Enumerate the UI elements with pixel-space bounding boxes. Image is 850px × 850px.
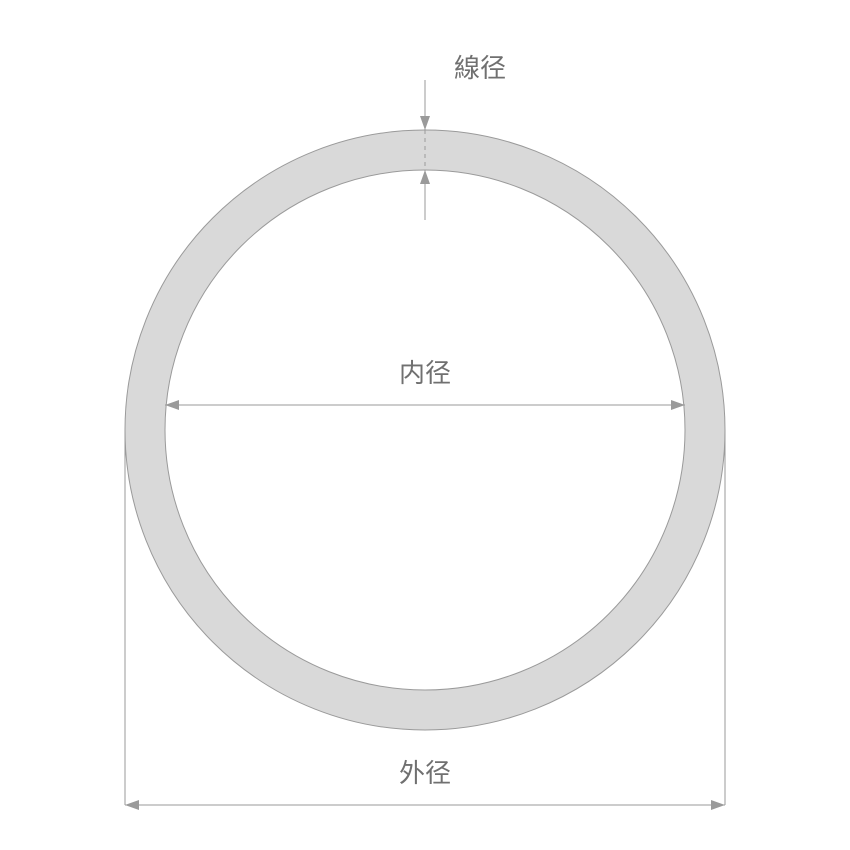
outer-diameter-dimension: [125, 800, 725, 810]
ring-dimension-diagram: 線径 内径 外径: [0, 0, 850, 850]
outer-diameter-label: 外径: [399, 758, 451, 788]
inner-diameter-label: 内径: [399, 358, 451, 388]
wire-diameter-label: 線径: [454, 53, 506, 83]
inner-diameter-dimension: [165, 400, 685, 410]
